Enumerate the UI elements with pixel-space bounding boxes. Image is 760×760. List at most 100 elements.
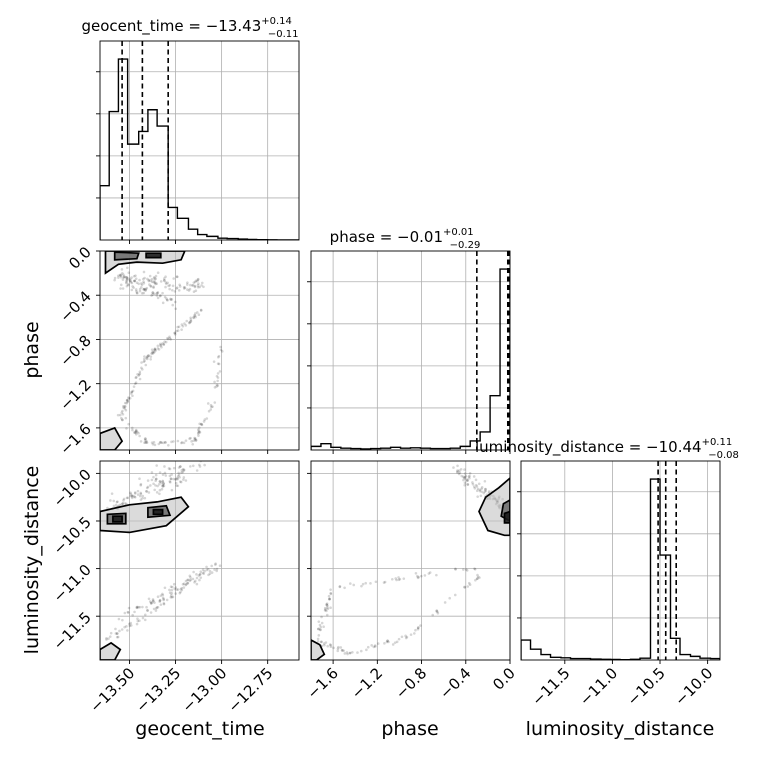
sample-point — [207, 573, 210, 577]
sample-point — [182, 582, 186, 586]
sample-point — [180, 586, 184, 590]
sample-point — [158, 480, 162, 483]
sample-point — [316, 637, 320, 641]
sample-point — [192, 290, 196, 294]
panel-frame — [310, 250, 511, 451]
sample-point — [198, 430, 201, 434]
sample-point — [463, 477, 467, 480]
sample-point — [170, 595, 174, 599]
sample-point — [149, 355, 153, 358]
sample-point — [168, 588, 171, 592]
sample-point — [130, 390, 134, 394]
sample-point — [134, 274, 137, 277]
sample-point — [186, 288, 189, 291]
sample-point — [177, 466, 181, 469]
sample-point — [217, 362, 221, 366]
sample-point — [124, 408, 128, 412]
sample-point — [133, 382, 137, 386]
sample-point — [394, 577, 398, 580]
sample-point — [169, 297, 172, 301]
sample-point — [194, 439, 198, 442]
sample-point — [476, 487, 480, 491]
sample-point — [131, 389, 135, 393]
sample-point — [140, 361, 143, 364]
sample-point — [133, 610, 136, 614]
sample-point — [474, 483, 478, 487]
sample-point — [341, 649, 344, 652]
sample-point — [193, 285, 197, 289]
sample-point — [163, 340, 166, 343]
sample-point — [128, 624, 132, 628]
contour-fill — [100, 427, 123, 450]
sample-point — [218, 564, 222, 567]
sample-point — [169, 593, 173, 597]
sample-point — [146, 357, 149, 361]
sample-point — [121, 272, 124, 275]
sample-point — [143, 276, 146, 280]
sample-point — [146, 479, 150, 482]
sample-point — [126, 283, 130, 286]
sample-point — [153, 443, 157, 447]
sample-point — [181, 467, 185, 471]
contour-fill — [114, 252, 139, 260]
sample-point — [152, 607, 156, 611]
sample-point — [150, 471, 154, 474]
y-tick-label: 0.0 — [65, 243, 95, 273]
sample-point — [114, 627, 117, 631]
sample-point — [216, 376, 220, 379]
sample-point — [145, 356, 148, 360]
sample-point — [212, 360, 216, 363]
x-tick-label: −13.50 — [86, 664, 138, 716]
sample-point — [150, 441, 154, 444]
histogram-step — [311, 268, 510, 450]
sample-point — [122, 406, 126, 410]
sample-point — [161, 291, 164, 295]
sample-point — [487, 490, 491, 493]
sample-point — [123, 405, 126, 408]
contour-line — [478, 476, 510, 537]
sample-point — [386, 639, 389, 642]
sample-point — [138, 434, 141, 438]
panel-frame — [99, 250, 300, 451]
sample-point — [336, 647, 340, 651]
sample-point — [168, 335, 171, 339]
sample-point — [175, 478, 178, 481]
sample-point — [130, 276, 133, 279]
sample-point — [405, 635, 409, 639]
contour-line — [106, 512, 127, 525]
sample-point — [116, 500, 119, 503]
sample-point — [192, 316, 196, 320]
sample-point — [322, 625, 325, 629]
sample-point — [178, 283, 181, 287]
sample-point — [320, 621, 324, 625]
sample-point — [463, 585, 466, 589]
sample-point — [158, 492, 161, 496]
sample-point — [466, 482, 470, 486]
sample-point — [459, 467, 463, 471]
sample-point — [185, 319, 189, 323]
sample-point — [150, 478, 154, 482]
sample-point — [149, 285, 153, 288]
sample-point — [124, 281, 128, 285]
sample-point — [169, 337, 173, 341]
sample-point — [468, 476, 471, 480]
sample-point — [329, 643, 332, 647]
sample-point — [431, 613, 435, 617]
sample-point — [338, 585, 342, 588]
sample-point — [168, 287, 171, 291]
sample-point — [128, 277, 132, 281]
sample-point — [108, 635, 112, 638]
sample-point — [168, 480, 172, 484]
sample-point — [153, 276, 156, 280]
sample-point — [121, 278, 125, 281]
sample-point — [416, 576, 420, 580]
sample-point — [163, 440, 167, 444]
sample-point — [482, 491, 486, 495]
sample-point — [316, 640, 320, 643]
x-tick-label: −13.25 — [132, 664, 184, 716]
sample-point — [320, 640, 323, 644]
sample-point — [196, 284, 200, 287]
sample-point — [138, 494, 142, 498]
sample-point — [139, 492, 143, 496]
sample-point — [133, 431, 136, 435]
